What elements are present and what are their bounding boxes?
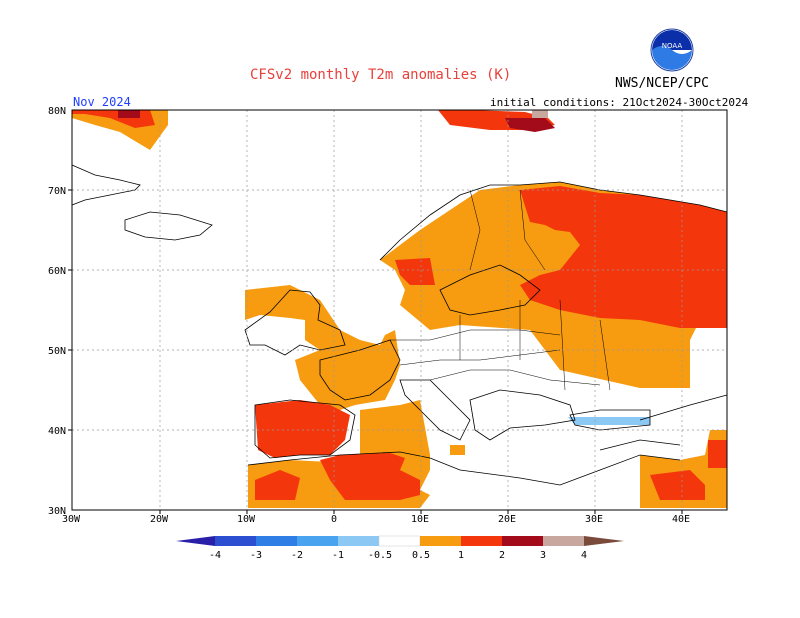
legend-label-3: 3: [540, 550, 546, 561]
legend-label-neg1: -1: [332, 550, 344, 561]
lon-label-10w: 10W: [237, 514, 256, 525]
legend-labels: -4 -3 -2 -1 -0.5 0.5 1 2 3 4: [209, 550, 587, 561]
lat-label-70n: 70N: [48, 186, 66, 197]
legend-swatch-lt-4: [176, 536, 215, 546]
legend-swatch-1-05: [338, 536, 379, 546]
agency-label: NWS/NCEP/CPC: [615, 76, 709, 91]
legend-label-2: 2: [499, 550, 505, 561]
country-borders: [390, 189, 611, 391]
map-frame: [71, 109, 728, 511]
lon-ticks: [159, 510, 683, 514]
lat-labels: 80N 70N 60N 50N 40N 30N: [48, 106, 66, 517]
lon-label-40e: 40E: [672, 514, 690, 525]
chart-title: CFSv2 monthly T2m anomalies (K): [250, 67, 512, 83]
lon-label-0: 0: [331, 514, 337, 525]
anomaly-1-2-regions: [72, 110, 727, 500]
legend-swatch-05-1: [420, 536, 461, 546]
lat-label-80n: 80N: [48, 106, 66, 117]
lon-label-30w: 30W: [62, 514, 81, 525]
lon-label-20e: 20E: [498, 514, 516, 525]
legend-swatch-2-1: [297, 536, 338, 546]
legend-label-neg05: -0.5: [368, 550, 392, 561]
legend-label-4: 4: [581, 550, 587, 561]
lat-label-30n: 30N: [48, 506, 66, 517]
legend-swatch-3-4: [543, 536, 584, 546]
legend-swatch-gt-4: [584, 536, 624, 546]
lat-ticks: [68, 189, 72, 431]
legend-label-neg4: -4: [209, 550, 221, 561]
legend-label-neg2: -2: [291, 550, 303, 561]
anomaly-3-4-regions: [532, 110, 548, 118]
lat-label-60n: 60N: [48, 266, 66, 277]
lon-labels: 30W 20W 10W 0 10E 20E 30E 40E: [62, 514, 690, 525]
lon-label-20w: 20W: [150, 514, 169, 525]
lon-label-30e: 30E: [585, 514, 603, 525]
lat-label-50n: 50N: [48, 346, 66, 357]
legend-label-neg3: -3: [250, 550, 262, 561]
lon-label-10e: 10E: [411, 514, 429, 525]
legend-swatch-3-2: [256, 536, 297, 546]
legend-label-1: 1: [458, 550, 464, 561]
forecast-month: Nov 2024: [73, 95, 131, 109]
legend-swatch-4-3: [215, 536, 256, 546]
legend-swatch-neutral: [378, 535, 421, 547]
legend-label-05: 0.5: [412, 550, 430, 561]
lat-label-40n: 40N: [48, 426, 66, 437]
initial-conditions: initial conditions: 21Oct2024-30Oct2024: [490, 96, 749, 109]
noaa-logo-icon: NOAA: [650, 28, 694, 72]
noaa-logo-text: NOAA: [662, 42, 683, 50]
anomaly-neg-regions: [568, 417, 650, 425]
legend-swatch-2-3: [502, 536, 543, 546]
gridlines: [72, 110, 727, 510]
anomaly-2-3-regions: [118, 110, 555, 132]
coastlines: [71, 164, 728, 486]
legend-swatch-1-2: [461, 536, 502, 546]
legend-colorbar: [176, 535, 624, 547]
